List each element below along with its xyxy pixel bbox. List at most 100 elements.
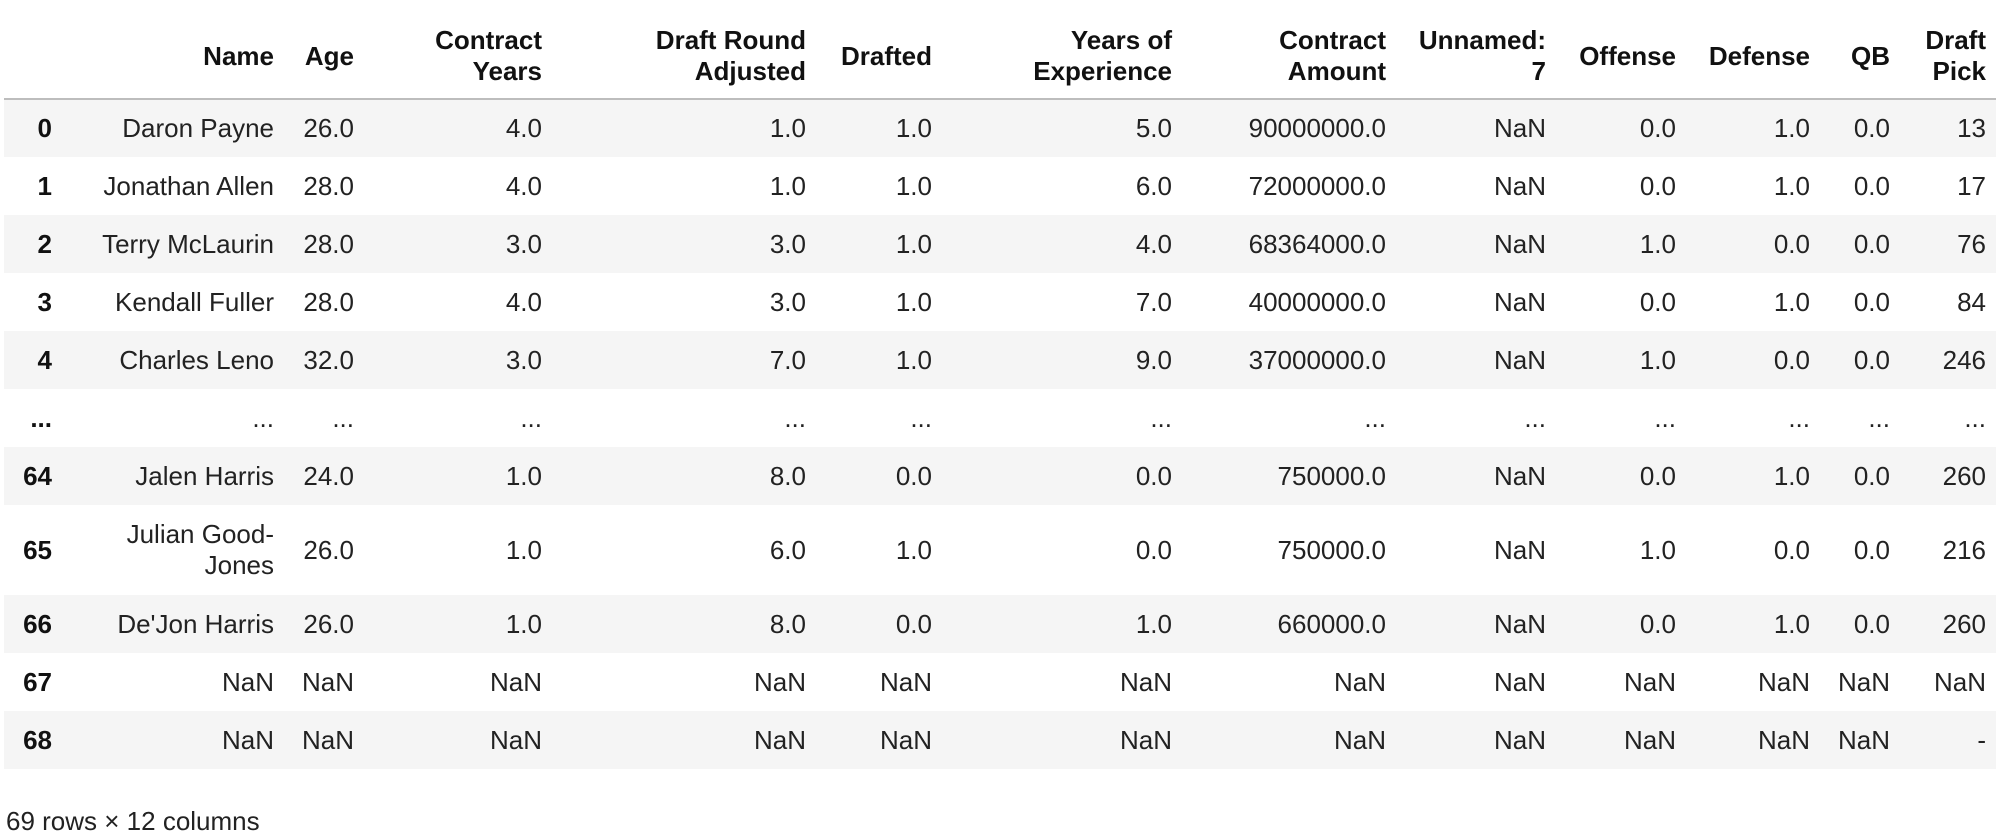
table-cell: Julian Good-Jones	[126, 519, 274, 580]
table-cell: ...	[252, 402, 274, 433]
table-cell: NaN	[301, 724, 354, 755]
table-cell: 0.0	[1639, 170, 1676, 201]
table-row-ellipsis: ... ... ... ... ... ... ... ... ... ... …	[4, 389, 1996, 447]
table-cell: 0.0	[1639, 460, 1676, 491]
column-header: QB	[1851, 40, 1890, 71]
row-index: 0	[37, 113, 52, 143]
table-cell: 8.0	[769, 608, 806, 639]
table-cell: 1.0	[895, 170, 932, 201]
table-cell: 0.0	[895, 608, 932, 639]
table-cell: 0.0	[1773, 228, 1810, 259]
table-cell: NaN	[221, 666, 274, 697]
table-cell: 0.0	[1853, 608, 1890, 639]
table-cell: 4.0	[1135, 228, 1172, 259]
table-cell: 3.0	[505, 344, 542, 375]
column-header: Defense	[1708, 40, 1810, 71]
table-cell: NaN	[1757, 666, 1810, 697]
table-row: 3 Kendall Fuller 28.0 4.0 3.0 1.0 7.0 40…	[4, 273, 1996, 331]
table-cell: 0.0	[1639, 608, 1676, 639]
table-cell: 660000.0	[1277, 608, 1386, 639]
index-header	[4, 14, 62, 99]
table-cell: 0.0	[1135, 534, 1172, 565]
table-cell: NaN	[221, 724, 274, 755]
table-cell: Jalen Harris	[135, 460, 274, 491]
table-cell: 5.0	[1135, 113, 1172, 143]
table-cell: 1.0	[1639, 534, 1676, 565]
table-cell: 0.0	[1853, 460, 1890, 491]
table-cell: 76	[1957, 228, 1986, 259]
table-cell: NaN	[1493, 286, 1546, 317]
table-row: 0 Daron Payne 26.0 4.0 1.0 1.0 5.0 90000…	[4, 99, 1996, 157]
header-row: Name Age Contract Years Draft Round Adju…	[4, 14, 1996, 99]
row-index: 3	[37, 286, 52, 317]
table-cell: NaN	[1493, 170, 1546, 201]
table-header: Name Age Contract Years Draft Round Adju…	[4, 14, 1996, 99]
table-row: 2 Terry McLaurin 28.0 3.0 3.0 1.0 4.0 68…	[4, 215, 1996, 273]
table-cell: 1.0	[1773, 460, 1810, 491]
table-cell: 1.0	[505, 534, 542, 565]
table-row: 1 Jonathan Allen 28.0 4.0 1.0 1.0 6.0 72…	[4, 157, 1996, 215]
table-cell: 90000000.0	[1248, 113, 1386, 143]
table-cell: -	[1977, 724, 1986, 755]
table-cell: 1.0	[1773, 170, 1810, 201]
table-cell: NaN	[753, 666, 806, 697]
table-cell: 6.0	[1135, 170, 1172, 201]
table-cell: 3.0	[769, 286, 806, 317]
table-cell: 1.0	[505, 608, 542, 639]
table-cell: NaN	[1493, 344, 1546, 375]
table-row: 67 NaN NaN NaN NaN NaN NaN NaN NaN NaN N…	[4, 653, 1996, 711]
table-cell: NaN	[1623, 724, 1676, 755]
table-cell: 1.0	[769, 113, 806, 143]
table-cell: 68364000.0	[1248, 228, 1386, 259]
column-header: Contract Years	[435, 25, 542, 86]
column-header: Offense	[1579, 40, 1676, 71]
table-cell: 13	[1957, 113, 1986, 143]
table-cell: ...	[910, 402, 932, 433]
table-cell: NaN	[1757, 724, 1810, 755]
column-header: Years of Experience	[1033, 25, 1172, 86]
table-cell: 7.0	[769, 344, 806, 375]
table-cell: 0.0	[1853, 534, 1890, 565]
table-cell: 0.0	[1853, 286, 1890, 317]
table-cell: 1.0	[1773, 608, 1810, 639]
table-cell: 1.0	[895, 113, 932, 143]
table-cell: NaN	[1333, 666, 1386, 697]
table-cell: 0.0	[1773, 534, 1810, 565]
table-cell: ...	[332, 402, 354, 433]
table-cell: NaN	[879, 724, 932, 755]
table-row: 4 Charles Leno 32.0 3.0 7.0 1.0 9.0 3700…	[4, 331, 1996, 389]
column-header: Name	[203, 40, 274, 71]
table-cell: 1.0	[1773, 286, 1810, 317]
table-cell: Terry McLaurin	[102, 228, 274, 259]
column-header: Draft Round Adjusted	[655, 25, 806, 86]
table-cell: 26.0	[303, 534, 354, 565]
table-cell: De'Jon Harris	[117, 608, 274, 639]
table-cell: 3.0	[769, 228, 806, 259]
table-cell: ...	[1788, 402, 1810, 433]
row-index: 65	[23, 534, 52, 565]
table-cell: 9.0	[1135, 344, 1172, 375]
table-cell: ...	[520, 402, 542, 433]
row-index: 68	[23, 724, 52, 755]
row-index: 66	[23, 608, 52, 639]
table-cell: 6.0	[769, 534, 806, 565]
row-index: 4	[37, 344, 52, 375]
table-cell: NaN	[1623, 666, 1676, 697]
table-cell: NaN	[1493, 113, 1546, 143]
column-header: Contract Amount	[1279, 25, 1386, 86]
table-cell: 24.0	[303, 460, 354, 491]
table-cell: 28.0	[303, 228, 354, 259]
table-cell: NaN	[1493, 666, 1546, 697]
table-body: 0 Daron Payne 26.0 4.0 1.0 1.0 5.0 90000…	[4, 99, 1996, 769]
row-index: ...	[30, 402, 52, 433]
dataframe-shape-summary: 69 rows × 12 columns	[6, 806, 260, 836]
table-cell: 0.0	[1853, 113, 1890, 143]
table-cell: 260	[1942, 460, 1986, 491]
table-cell: 1.0	[895, 228, 932, 259]
table-cell: NaN	[489, 724, 542, 755]
table-cell: 750000.0	[1277, 534, 1386, 565]
table-cell: NaN	[1837, 724, 1890, 755]
table-cell: ...	[1654, 402, 1676, 433]
row-index: 1	[37, 170, 52, 201]
